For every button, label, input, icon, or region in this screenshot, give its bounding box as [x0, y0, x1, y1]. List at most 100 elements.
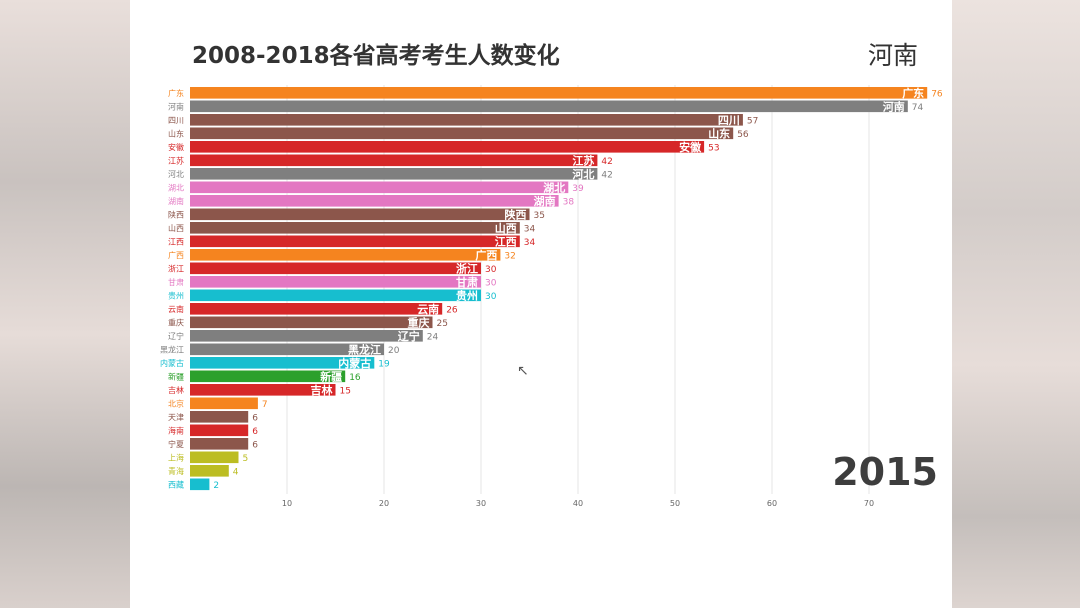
- value-label: 26: [446, 306, 458, 316]
- chart-panel: 2008-2018各省高考考生人数变化 河南 10 20 30 40 50 60 70 广东广…: [130, 0, 952, 608]
- value-label: 16: [349, 373, 361, 383]
- bar-name-label: 安徽: [679, 140, 702, 154]
- category-label: 西藏: [168, 480, 184, 490]
- bar-name-label: 江西: [495, 234, 517, 248]
- bar: [190, 100, 908, 113]
- x-tick-label: 20: [379, 499, 389, 508]
- bar-name-label: 甘肃: [456, 275, 478, 289]
- bar: [190, 357, 375, 369]
- bar-name-label: 重庆: [408, 315, 430, 329]
- category-label: 湖北: [168, 184, 184, 193]
- category-label: 山东: [168, 129, 184, 139]
- category-label: 辽宁: [168, 331, 184, 341]
- category-label: 北京: [168, 399, 184, 409]
- bar-name-label: 江苏: [572, 153, 594, 167]
- category-label: 江西: [168, 238, 184, 247]
- bar-name-label: 四川: [718, 114, 740, 127]
- value-label: 57: [747, 117, 758, 127]
- mouse-cursor-icon: ↖: [517, 363, 529, 379]
- category-label: 新疆: [168, 372, 184, 382]
- value-label: 39: [572, 184, 584, 194]
- category-label: 河南: [168, 102, 184, 112]
- value-label: 34: [524, 238, 536, 248]
- category-label: 安徽: [168, 142, 184, 152]
- bar: [190, 478, 210, 491]
- bar-name-label: 河南: [883, 99, 905, 113]
- bar: [190, 208, 530, 221]
- bar: [190, 411, 249, 423]
- category-label: 浙江: [168, 264, 184, 274]
- category-label: 海南: [168, 426, 184, 436]
- bar: [190, 249, 501, 261]
- bar: [190, 195, 559, 207]
- category-label: 贵州: [168, 291, 184, 301]
- bar: [190, 424, 249, 437]
- category-label: 江苏: [168, 156, 184, 166]
- year-label: 2015: [832, 450, 938, 494]
- x-tick-label: 70: [864, 499, 874, 508]
- bar: [190, 154, 598, 167]
- x-tick-label: 30: [476, 499, 486, 508]
- video-frame-left: [0, 0, 130, 608]
- category-label: 陕西: [168, 210, 184, 220]
- value-label: 42: [601, 157, 612, 167]
- bar: [190, 438, 249, 450]
- bar-name-label: 内蒙古: [338, 356, 371, 370]
- value-label: 15: [340, 387, 351, 397]
- bar-name-label: 广东: [902, 86, 924, 100]
- value-label: 76: [931, 90, 943, 100]
- bar-name-label: 湖北: [543, 180, 565, 194]
- bar: [190, 276, 481, 288]
- value-label: 30: [485, 279, 497, 289]
- bar: [190, 465, 229, 477]
- x-tick-label: 40: [573, 499, 583, 508]
- value-label: 53: [708, 144, 719, 154]
- value-label: 2: [213, 481, 219, 491]
- bar: [190, 181, 569, 194]
- category-label: 云南: [168, 304, 184, 314]
- bar: [190, 316, 433, 329]
- value-label: 30: [485, 292, 497, 302]
- value-label: 19: [378, 360, 390, 370]
- bar-name-label: 黑龙江: [348, 342, 381, 356]
- value-label: 20: [388, 346, 400, 356]
- bar-name-label: 山东: [708, 126, 730, 140]
- value-label: 38: [563, 198, 575, 208]
- category-label: 上海: [168, 453, 184, 463]
- bar: [190, 397, 258, 410]
- bar: [190, 87, 928, 99]
- bar: [190, 262, 481, 275]
- value-label: 32: [504, 252, 515, 262]
- category-label: 山西: [168, 223, 184, 233]
- bar: [190, 168, 598, 180]
- value-label: 30: [485, 265, 497, 275]
- category-label: 甘肃: [168, 277, 184, 287]
- leader-label: 河南: [867, 41, 918, 70]
- bar: [190, 289, 481, 302]
- bar-name-label: 湖南: [534, 194, 556, 208]
- bar-name-label: 广西: [475, 248, 497, 262]
- category-label: 湖南: [168, 196, 184, 206]
- value-label: 56: [737, 130, 749, 140]
- bar: [190, 370, 346, 383]
- x-tick-label: 50: [670, 499, 680, 508]
- bar: [190, 222, 520, 234]
- bar-name-label: 河北: [572, 167, 594, 181]
- category-label: 天津: [168, 412, 184, 422]
- bar-name-label: 新疆: [320, 369, 342, 383]
- bar: [190, 451, 239, 464]
- value-label: 6: [252, 427, 258, 437]
- value-label: 6: [252, 414, 258, 424]
- category-label: 内蒙古: [160, 358, 184, 368]
- value-label: 34: [524, 225, 536, 235]
- x-tick-label: 10: [282, 499, 292, 508]
- chart-title: 2008-2018各省高考考生人数变化: [192, 43, 560, 69]
- bar: [190, 303, 443, 315]
- value-label: 24: [427, 333, 439, 343]
- value-label: 25: [437, 319, 448, 329]
- value-label: 4: [233, 468, 239, 478]
- category-label: 青海: [168, 466, 184, 476]
- value-label: 6: [252, 441, 258, 451]
- category-label: 吉林: [168, 385, 184, 395]
- bar: [190, 235, 520, 248]
